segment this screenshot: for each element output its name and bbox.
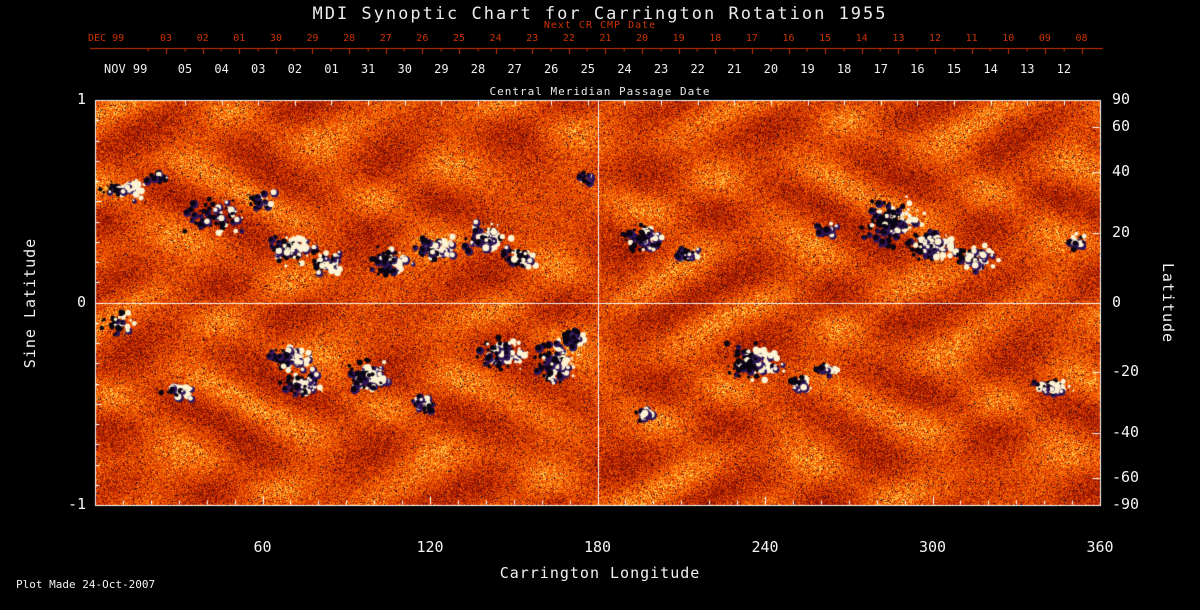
next-cr-cmp-date-label: Next CR CMP Date bbox=[0, 20, 1200, 31]
tick-label: 360 bbox=[1086, 538, 1113, 556]
tick-label: 29 bbox=[306, 33, 318, 44]
tick-label: 09 bbox=[1039, 33, 1051, 44]
tick-label: 30 bbox=[397, 62, 411, 76]
tick-label: 01 bbox=[324, 62, 338, 76]
tick-label: 23 bbox=[654, 62, 668, 76]
tick-label: 19 bbox=[800, 62, 814, 76]
tick-label: 03 bbox=[160, 33, 172, 44]
tick-label: 01 bbox=[233, 33, 245, 44]
tick-label: 27 bbox=[380, 33, 392, 44]
tick-label: 31 bbox=[361, 62, 375, 76]
plot-made-label: Plot Made 24-Oct-2007 bbox=[16, 578, 155, 591]
tick-label: 08 bbox=[1075, 33, 1087, 44]
tick-label: 240 bbox=[751, 538, 778, 556]
tick-label: 300 bbox=[919, 538, 946, 556]
tick-label: 120 bbox=[416, 538, 443, 556]
tick-label: 30 bbox=[270, 33, 282, 44]
tick-label: 24 bbox=[617, 62, 631, 76]
tick-label: 13 bbox=[1020, 62, 1034, 76]
tick-label: 22 bbox=[563, 33, 575, 44]
tick-label: 21 bbox=[599, 33, 611, 44]
tick-label: 16 bbox=[910, 62, 924, 76]
tick-label: 21 bbox=[727, 62, 741, 76]
tick-label: -1 bbox=[40, 495, 86, 513]
tick-label: 17 bbox=[874, 62, 888, 76]
tick-label: 60 bbox=[1112, 117, 1158, 135]
tick-label: 04 bbox=[214, 62, 228, 76]
tick-label: 26 bbox=[416, 33, 428, 44]
tick-label: 28 bbox=[471, 62, 485, 76]
tick-label: 10 bbox=[1002, 33, 1014, 44]
tick-label: -60 bbox=[1112, 468, 1158, 486]
tick-label: 26 bbox=[544, 62, 558, 76]
sine-latitude-axis-label: Sine Latitude bbox=[21, 203, 39, 403]
tick-label: 28 bbox=[343, 33, 355, 44]
tick-label: 0 bbox=[1112, 293, 1158, 311]
tick-label: 20 bbox=[764, 62, 778, 76]
tick-label: 29 bbox=[434, 62, 448, 76]
tick-label: 12 bbox=[929, 33, 941, 44]
tick-label: 14 bbox=[983, 62, 997, 76]
tick-label: 180 bbox=[584, 538, 611, 556]
tick-label: -90 bbox=[1112, 495, 1158, 513]
tick-label: 12 bbox=[1057, 62, 1071, 76]
tick-label: 25 bbox=[581, 62, 595, 76]
tick-label: 02 bbox=[197, 33, 209, 44]
synoptic-chart: MDI Synoptic Chart for Carrington Rotati… bbox=[0, 0, 1200, 610]
tick-label: 14 bbox=[856, 33, 868, 44]
tick-label: 0 bbox=[40, 293, 86, 311]
tick-label: 15 bbox=[947, 62, 961, 76]
tick-label: 24 bbox=[490, 33, 502, 44]
tick-label: 23 bbox=[526, 33, 538, 44]
nov-99-month-label: NOV 99 bbox=[104, 62, 147, 76]
tick-label: 20 bbox=[636, 33, 648, 44]
tick-label: 13 bbox=[892, 33, 904, 44]
tick-label: 05 bbox=[178, 62, 192, 76]
tick-label: 03 bbox=[251, 62, 265, 76]
cmp-date-axis-label: Central Meridian Passage Date bbox=[0, 85, 1200, 98]
tick-label: 22 bbox=[690, 62, 704, 76]
tick-label: -40 bbox=[1112, 423, 1158, 441]
tick-label: 15 bbox=[819, 33, 831, 44]
tick-label: 1 bbox=[40, 90, 86, 108]
tick-label: 16 bbox=[783, 33, 795, 44]
tick-label: 18 bbox=[837, 62, 851, 76]
tick-label: 27 bbox=[507, 62, 521, 76]
latitude-axis-label: Latitude bbox=[1159, 203, 1177, 403]
tick-label: 18 bbox=[709, 33, 721, 44]
tick-label: -20 bbox=[1112, 362, 1158, 380]
tick-label: 40 bbox=[1112, 162, 1158, 180]
tick-label: 19 bbox=[673, 33, 685, 44]
tick-label: 02 bbox=[288, 62, 302, 76]
tick-label: 60 bbox=[253, 538, 271, 556]
carrington-longitude-axis-label: Carrington Longitude bbox=[0, 564, 1200, 582]
tick-label: 25 bbox=[453, 33, 465, 44]
tick-label: 11 bbox=[966, 33, 978, 44]
tick-label: 20 bbox=[1112, 223, 1158, 241]
dec-99-month-label: DEC 99 bbox=[88, 33, 124, 44]
tick-label: 17 bbox=[746, 33, 758, 44]
tick-label: 90 bbox=[1112, 90, 1158, 108]
